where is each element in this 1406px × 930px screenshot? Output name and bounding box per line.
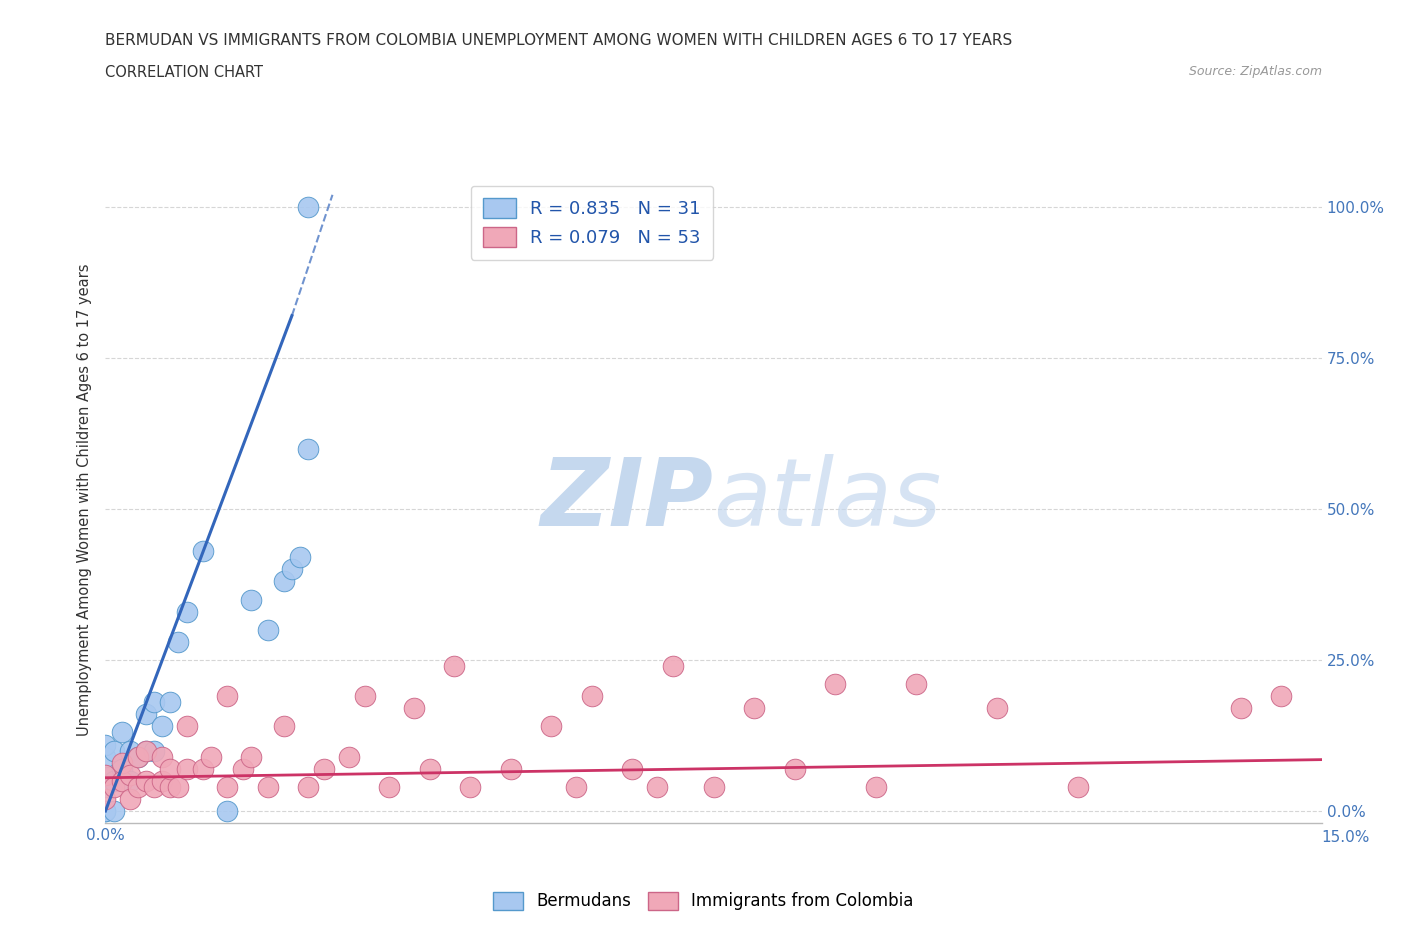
Text: 15.0%: 15.0% [1322,830,1369,844]
Point [111,762,134,777]
Point [111,774,134,789]
Point [111,725,134,740]
Point [94,791,117,806]
Point [159,762,181,777]
Point [621,762,644,777]
Point [127,750,149,764]
Point [645,779,668,794]
Point [94,804,117,818]
Point [135,774,157,789]
Point [217,779,239,794]
Point [354,689,377,704]
Y-axis label: Unemployment Among Women with Children Ages 6 to 17 years: Unemployment Among Women with Children A… [77,263,93,737]
Point [150,719,173,734]
Point [273,719,295,734]
Point [150,750,173,764]
Point [297,199,319,214]
Point [94,767,117,782]
Point [191,544,214,559]
Point [176,604,198,619]
Point [297,441,319,456]
Point [159,695,181,710]
Point [159,779,181,794]
Point [986,701,1008,716]
Point [118,791,141,806]
Point [297,779,319,794]
Text: ZIP: ZIP [541,454,713,546]
Point [1229,701,1251,716]
Text: CORRELATION CHART: CORRELATION CHART [105,65,263,80]
Point [443,658,465,673]
Point [200,750,222,764]
Point [662,658,685,673]
Point [143,779,166,794]
Point [176,762,198,777]
Point [135,743,157,758]
Point [458,779,481,794]
Point [94,750,117,764]
Point [337,750,360,764]
Point [118,774,141,789]
Point [118,743,141,758]
Legend: R = 0.835   N = 31, R = 0.079   N = 53: R = 0.835 N = 31, R = 0.079 N = 53 [471,186,713,259]
Point [865,779,887,794]
Point [176,719,198,734]
Point [1270,689,1292,704]
Point [273,574,295,589]
Point [143,695,166,710]
Point [378,779,401,794]
Point [702,779,725,794]
Point [240,750,263,764]
Point [103,779,125,794]
Point [103,743,125,758]
Point [94,779,117,794]
Point [217,689,239,704]
Point [824,677,846,692]
Legend: Bermudans, Immigrants from Colombia: Bermudans, Immigrants from Colombia [486,885,920,917]
Point [191,762,214,777]
Point [94,767,117,782]
Point [581,689,603,704]
Point [103,774,125,789]
Point [135,707,157,722]
Point [314,762,336,777]
Point [905,677,928,692]
Point [281,562,304,577]
Point [232,762,254,777]
Point [742,701,765,716]
Text: Source: ZipAtlas.com: Source: ZipAtlas.com [1188,65,1322,78]
Point [256,622,278,637]
Point [127,750,149,764]
Point [540,719,562,734]
Point [564,779,586,794]
Point [118,767,141,782]
Point [103,804,125,818]
Point [402,701,425,716]
Text: BERMUDAN VS IMMIGRANTS FROM COLOMBIA UNEMPLOYMENT AMONG WOMEN WITH CHILDREN AGES: BERMUDAN VS IMMIGRANTS FROM COLOMBIA UNE… [105,33,1012,47]
Point [135,743,157,758]
Point [143,743,166,758]
Point [288,550,311,565]
Point [94,737,117,752]
Point [94,804,117,818]
Point [167,779,190,794]
Point [419,762,441,777]
Point [167,634,190,649]
Point [783,762,806,777]
Point [127,779,149,794]
Point [1067,779,1090,794]
Point [499,762,522,777]
Point [240,592,263,607]
Point [111,755,134,770]
Point [150,774,173,789]
Text: atlas: atlas [713,455,942,545]
Point [217,804,239,818]
Point [256,779,278,794]
